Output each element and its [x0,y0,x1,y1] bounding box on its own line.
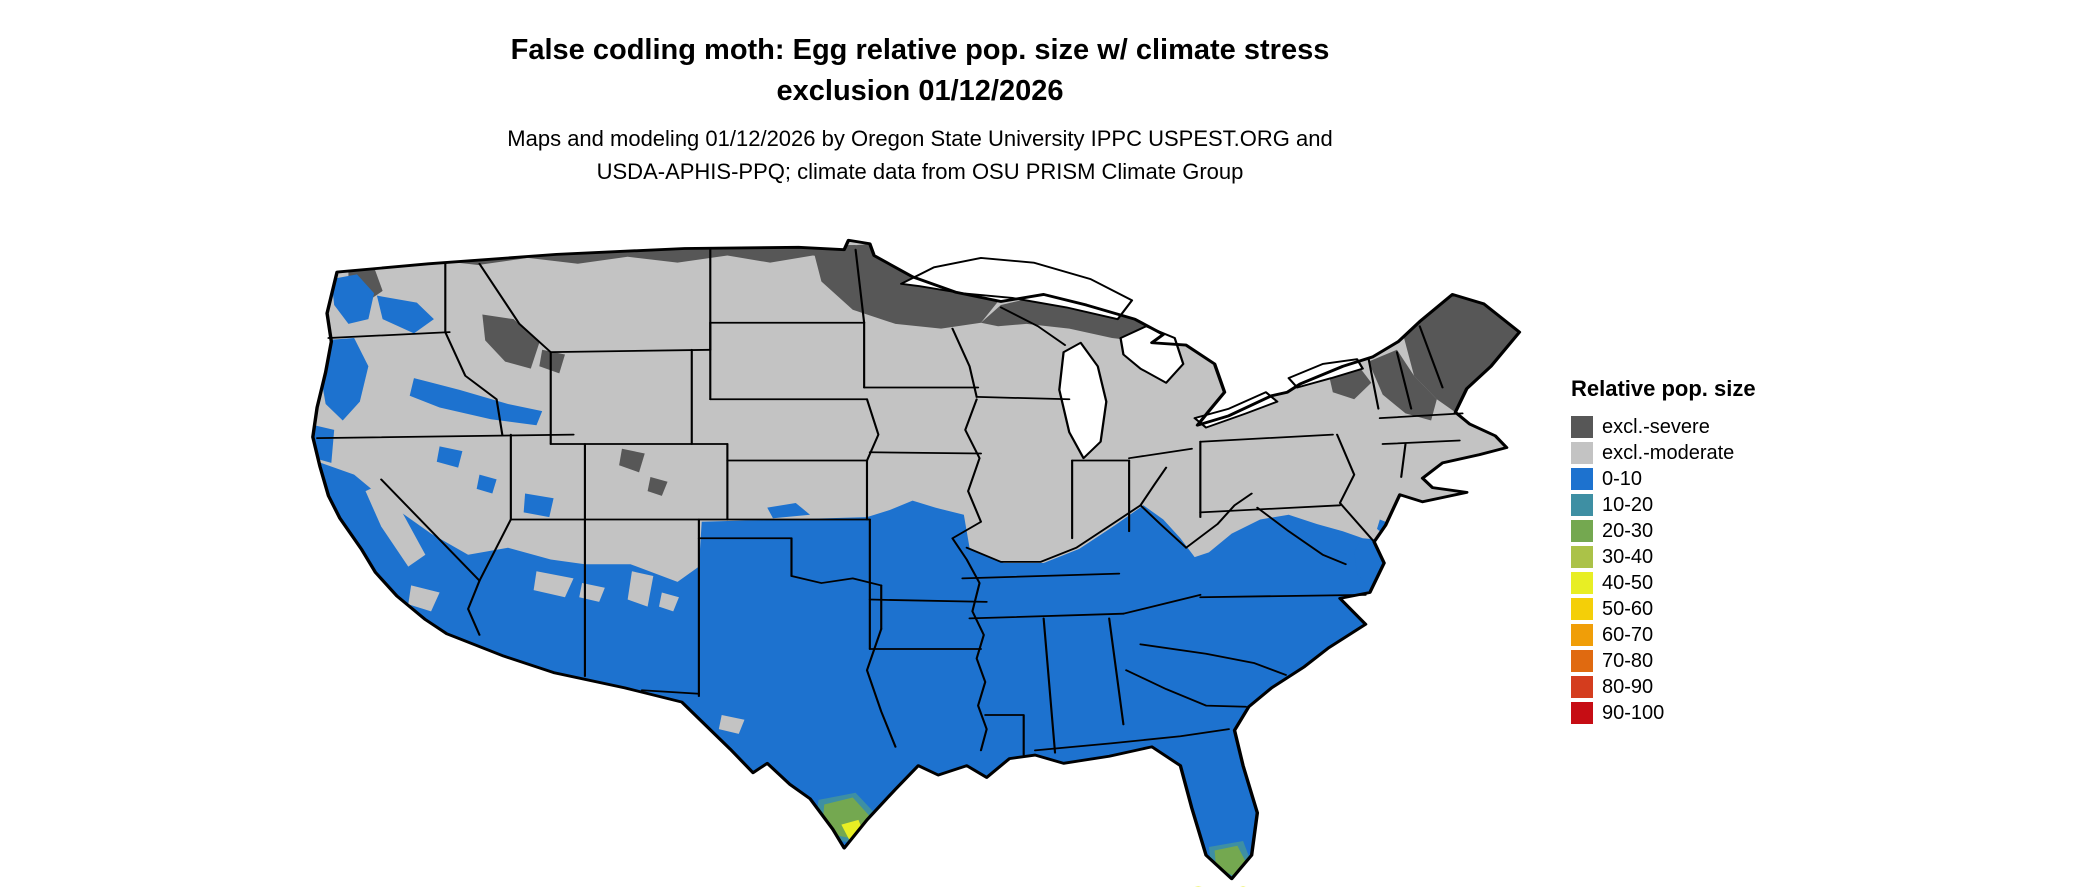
title-line-1: False codling moth: Egg relative pop. si… [510,34,1330,66]
legend-item: 80-90 [1571,674,1756,700]
subtitle-line-2: USDA-APHIS-PPQ; climate data from OSU PR… [596,159,1244,184]
legend-label: 0-10 [1602,468,1643,490]
map-fill-layers [312,240,1520,879]
legend-label: 60-70 [1602,624,1654,646]
map-subtitle: Maps and modeling 01/12/2026 by Oregon S… [0,122,1840,188]
legend-label: 30-40 [1602,546,1654,568]
legend-item: 20-30 [1571,518,1756,544]
legend-label: 80-90 [1602,676,1654,698]
legend-label: 10-20 [1602,494,1654,516]
legend-item: 50-60 [1571,596,1756,622]
title-line-2: exclusion 01/12/2026 [776,75,1064,107]
legend: Relative pop. size excl.-severe excl.-mo… [1571,376,1756,726]
region-20-30 [822,797,1246,877]
us-map-container [300,232,1528,887]
legend-item: 70-80 [1571,648,1756,674]
legend-item: excl.-severe [1571,414,1756,440]
legend-label: 50-60 [1602,598,1654,620]
us-map [311,238,1522,887]
legend-swatch [1571,572,1593,594]
legend-label: excl.-moderate [1602,442,1735,464]
legend-item: 0-10 [1571,466,1756,492]
legend-label: 40-50 [1602,572,1654,594]
legend-label: 90-100 [1602,702,1665,724]
legend-swatch [1571,546,1593,568]
legend-swatch [1571,442,1593,464]
legend-swatch [1571,598,1593,620]
region-40-50-keys [1194,885,1246,887]
legend-item: 90-100 [1571,700,1756,726]
legend-item: 60-70 [1571,622,1756,648]
legend-swatch [1571,702,1593,724]
legend-swatch [1571,650,1593,672]
legend-item: 10-20 [1571,492,1756,518]
legend-swatch [1571,520,1593,542]
region-excl-moderate-patches [365,481,745,734]
legend-item: 30-40 [1571,544,1756,570]
legend-item: 40-50 [1571,570,1756,596]
legend-title: Relative pop. size [1571,376,1756,401]
legend-item: excl.-moderate [1571,440,1756,466]
legend-swatch [1571,468,1593,490]
legend-swatch [1571,676,1593,698]
subtitle-line-1: Maps and modeling 01/12/2026 by Oregon S… [507,126,1333,151]
legend-swatch [1571,416,1593,438]
lake-michigan [1058,341,1108,460]
legend-swatch [1571,624,1593,646]
map-title: False codling moth: Egg relative pop. si… [0,30,1840,112]
legend-label: 20-30 [1602,520,1654,542]
legend-swatch [1571,494,1593,516]
legend-label: excl.-severe [1602,416,1710,438]
legend-label: 70-80 [1602,650,1654,672]
state-borders [316,247,1464,756]
